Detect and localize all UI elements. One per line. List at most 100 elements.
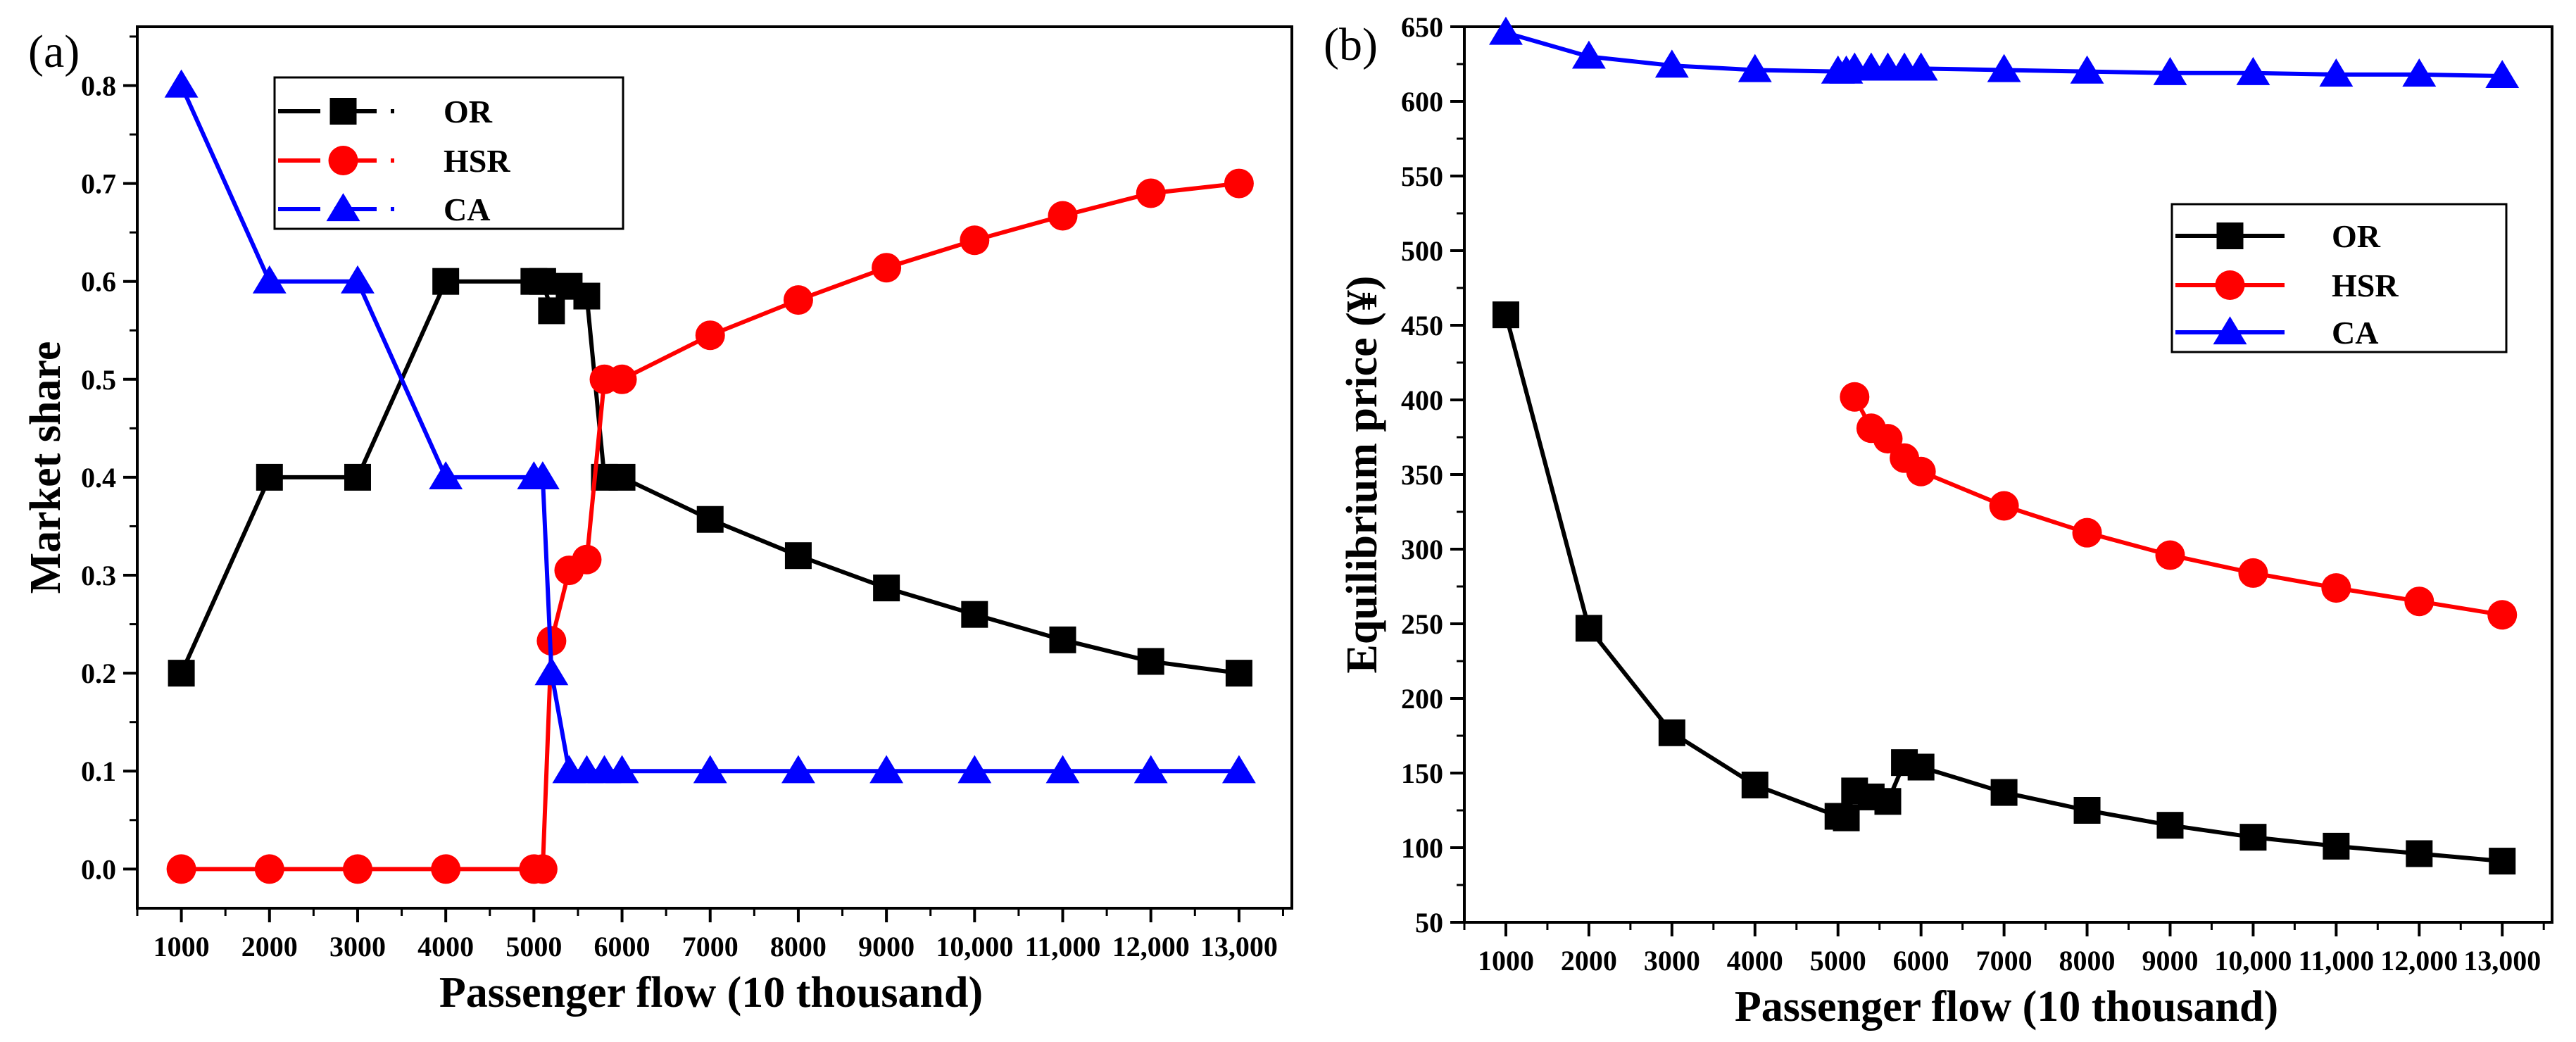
or-data-point [2156, 812, 2184, 839]
y-tick-label: 650 [1401, 11, 1443, 43]
hsr-data-point [2321, 573, 2351, 603]
x-tick-label: 12,000 [2380, 945, 2458, 977]
hsr-data-point [607, 364, 637, 394]
y-tick-label: 300 [1401, 534, 1443, 565]
hsr-data-point [572, 544, 602, 575]
ca-data-point [429, 461, 463, 490]
x-tick-label: 8000 [770, 931, 827, 962]
ca-data-point [1738, 54, 1772, 82]
ca-data-point [1221, 755, 1256, 784]
ca-data-point [2485, 60, 2520, 89]
panel-label: (a) [28, 26, 80, 77]
hsr-data-point [1224, 168, 1254, 199]
or-data-point [2239, 824, 2267, 851]
or-data-point [344, 463, 371, 491]
series-ca [1489, 16, 2520, 89]
ca-data-point [525, 461, 560, 490]
ca-data-point [2236, 56, 2270, 85]
y-tick-label: 150 [1401, 758, 1443, 789]
legend-hsr-label: HSR [444, 143, 510, 179]
hsr-data-point [527, 854, 558, 884]
y-tick-label: 550 [1401, 161, 1443, 192]
x-tick-label: 13,000 [1200, 931, 1278, 962]
ca-data-point [1654, 49, 1689, 78]
legend: OR HSR CA [2170, 203, 2508, 353]
y-tick-label: 0.2 [81, 658, 116, 689]
chart-panel-b: 1000 2000 3000 4000 5000 6000 7000 8000 9000 10,0… [1324, 11, 2553, 1031]
legend-ca-marker [2213, 316, 2247, 345]
legend-ca-marker [326, 193, 360, 222]
hsr-data-point [2238, 558, 2268, 588]
hsr-line [1852, 396, 2503, 617]
x-tick-label: 10,000 [936, 931, 1013, 962]
or-data-point [961, 601, 988, 628]
or-data-point [1492, 301, 1519, 329]
x-tick-label: 2000 [1561, 945, 1617, 977]
y-tick-label: 0.4 [81, 462, 116, 494]
x-tick-label: 3000 [329, 931, 386, 962]
or-data-point [1907, 753, 1935, 781]
hsr-data-point [166, 854, 196, 884]
hsr-data-point [1840, 382, 1870, 412]
legend-or-marker [2216, 222, 2244, 249]
x-tick-label: 8000 [2059, 945, 2116, 977]
or-data-point [256, 463, 283, 491]
legend-or-label: OR [444, 94, 493, 130]
chart-panel-a: 1000 2000 3000 4000 5000 6000 7000 8000 9000 10,0… [22, 25, 1293, 1017]
y-axis-title: Equilibrium price (¥) [1338, 276, 1386, 674]
ca-data-point [1904, 52, 1938, 81]
ca-data-point [2402, 58, 2437, 87]
y-tick-label: 500 [1401, 235, 1443, 267]
legend-hsr-marker [328, 146, 358, 175]
ca-data-point [957, 755, 992, 784]
hsr-data-point [1873, 424, 1903, 454]
y-tick-label: 0.1 [81, 755, 116, 787]
or-data-point [1833, 804, 1860, 831]
or-data-point [608, 463, 636, 491]
or-data-point [1990, 779, 2018, 806]
y-tick-label: 0.5 [81, 364, 116, 396]
or-data-point [873, 575, 900, 602]
legend-ca-label: CA [444, 192, 490, 227]
y-tick-label: 0.7 [81, 168, 116, 200]
x-tick-label: 2000 [241, 931, 298, 962]
hsr-data-point [2487, 600, 2518, 630]
plot-frame [136, 25, 1293, 910]
x-tick-label: 12,000 [1112, 931, 1190, 962]
x-tick-label: 11,000 [2298, 945, 2374, 977]
hsr-data-point [431, 854, 461, 884]
ca-data-point [2153, 56, 2187, 85]
ca-data-point [534, 657, 569, 686]
ca-data-point [1489, 16, 1523, 45]
y-tick-label: 450 [1401, 310, 1443, 341]
or-data-point [1741, 771, 1768, 798]
ca-data-point [252, 265, 287, 294]
y-tick-label: 50 [1415, 907, 1443, 939]
panel-label: (b) [1324, 19, 1378, 70]
x-tick-label: 10,000 [2214, 945, 2292, 977]
or-data-point [1049, 626, 1076, 653]
x-tick-label: 1000 [1478, 945, 1534, 977]
y-tick-label: 400 [1401, 384, 1443, 416]
x-tick-label: 7000 [1976, 945, 2032, 977]
x-tick-label: 6000 [1893, 945, 1949, 977]
or-data-point [432, 268, 460, 295]
or-data-point [573, 282, 601, 310]
ca-data-point [869, 755, 904, 784]
x-tick-label: 4000 [1727, 945, 1783, 977]
ca-data-point [341, 265, 375, 294]
legend-ca-label: CA [2332, 315, 2378, 351]
or-data-point [1658, 719, 1685, 746]
hsr-data-point [1136, 178, 1166, 208]
hsr-data-point [783, 285, 813, 315]
x-tick-label: 5000 [1810, 945, 1866, 977]
ca-data-point [2070, 55, 2104, 84]
legend: OR HSR CA [273, 76, 624, 230]
x-tick-label: 11,000 [1025, 931, 1101, 962]
legend-or-label: OR [2332, 218, 2381, 254]
series-hsr [1840, 382, 2518, 630]
hsr-data-point [2072, 517, 2102, 548]
or-data-point [2489, 848, 2516, 875]
or-line [1504, 314, 2503, 864]
